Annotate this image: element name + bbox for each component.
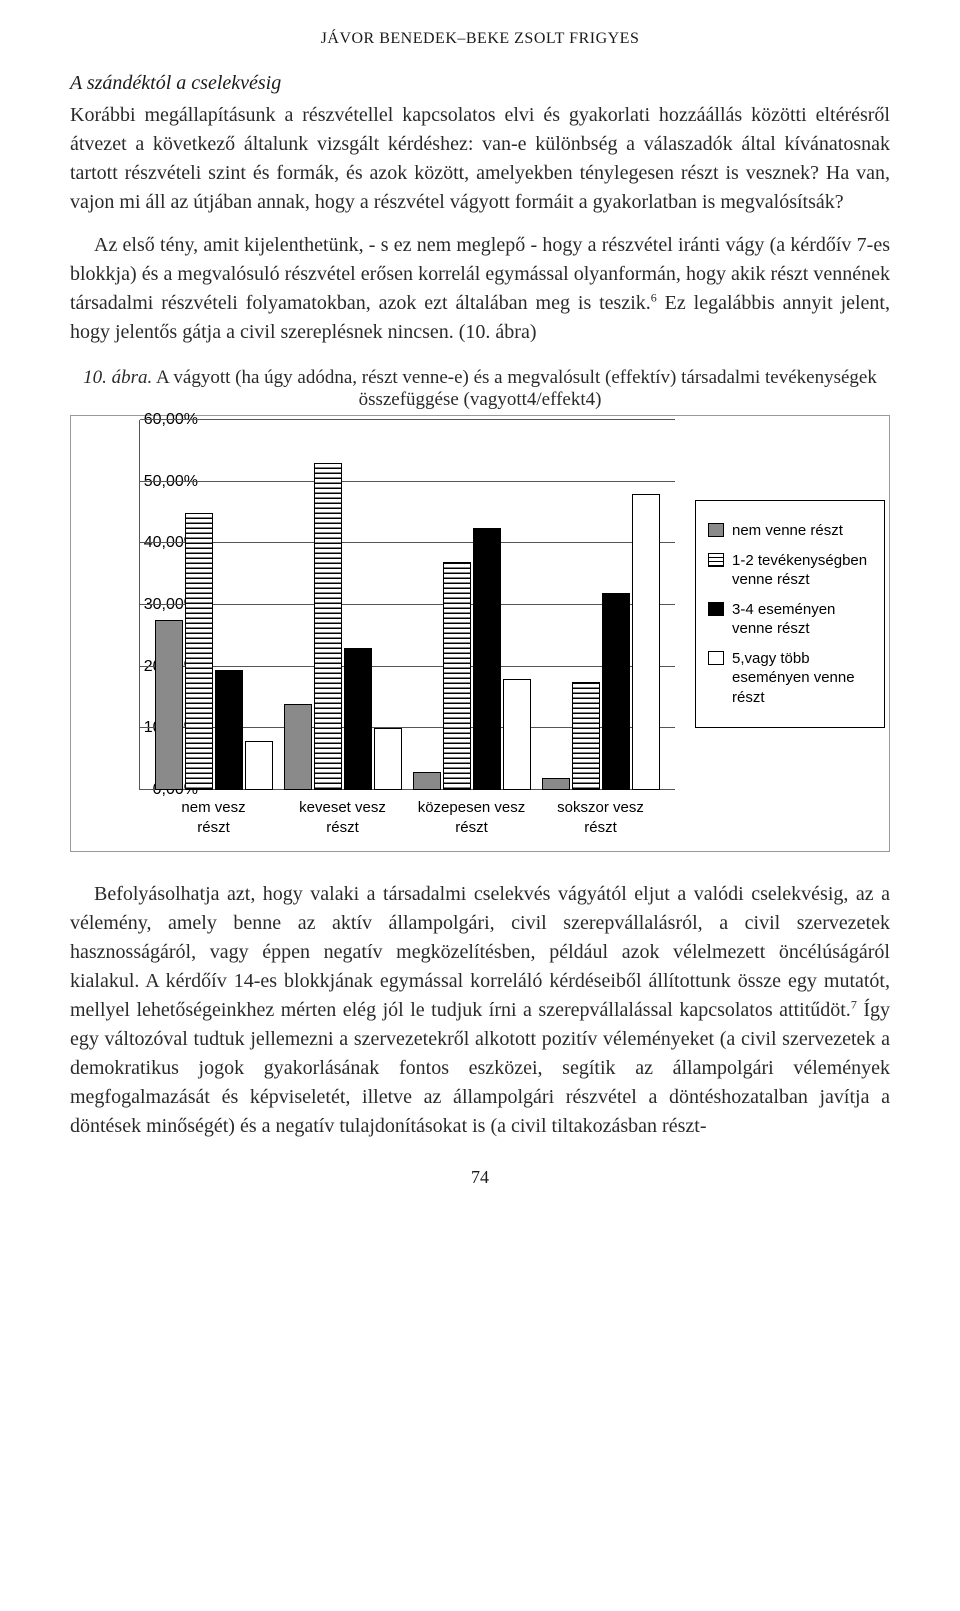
figure-caption-text: A vágyott (ha úgy adódna, részt venne-e)… bbox=[152, 367, 877, 410]
chart-bar bbox=[155, 620, 183, 790]
plot-area: 0,00%10,00%20,00%30,00%40,00%50,00%60,00… bbox=[139, 420, 675, 790]
legend-swatch bbox=[708, 553, 724, 567]
figure-caption: 10. ábra. A vágyott (ha úgy adódna, rész… bbox=[70, 367, 890, 411]
bar-group bbox=[412, 420, 532, 790]
chart-bar bbox=[503, 679, 531, 790]
bar-group bbox=[154, 420, 274, 790]
chart-bar bbox=[413, 772, 441, 791]
chart-bar bbox=[602, 593, 630, 790]
legend-swatch bbox=[708, 523, 724, 537]
paragraph-2: Az első tény, amit kijelenthetünk, - s e… bbox=[70, 231, 890, 347]
chart-bar bbox=[572, 682, 600, 790]
x-axis-label: sokszor veszrészt bbox=[536, 798, 665, 837]
running-header: JÁVOR BENEDEK–BEKE ZSOLT FRIGYES bbox=[70, 30, 890, 48]
chart-container: 0,00%10,00%20,00%30,00%40,00%50,00%60,00… bbox=[70, 415, 890, 852]
legend-label: 1-2 tevékenységben venne részt bbox=[732, 551, 872, 590]
section-heading: A szándéktól a cselekvésig bbox=[70, 72, 890, 95]
bar-group bbox=[541, 420, 661, 790]
chart-legend: nem venne részt 1-2 tevékenységben venne … bbox=[695, 500, 885, 728]
bar-groups bbox=[140, 420, 675, 790]
chart-bar bbox=[344, 648, 372, 790]
legend-item: 5,vagy több eseményen venne részt bbox=[708, 649, 872, 708]
legend-label: nem venne részt bbox=[732, 521, 843, 541]
page-number: 74 bbox=[70, 1167, 890, 1188]
chart-bar bbox=[245, 741, 273, 790]
chart-bar bbox=[632, 494, 660, 790]
x-axis-label: közepesen veszrészt bbox=[407, 798, 536, 837]
x-axis-label: keveset veszrészt bbox=[278, 798, 407, 837]
legend-item: 1-2 tevékenységben venne részt bbox=[708, 551, 872, 590]
chart-bar bbox=[374, 728, 402, 790]
chart-bar bbox=[443, 562, 471, 790]
paragraph-1: Korábbi megállapításunk a részvétellel k… bbox=[70, 101, 890, 217]
paragraph-3a-text: Befolyásolhatja azt, hogy valaki a társa… bbox=[70, 883, 890, 1021]
chart-bar bbox=[314, 463, 342, 790]
chart-plot: 0,00%10,00%20,00%30,00%40,00%50,00%60,00… bbox=[75, 420, 675, 837]
chart-bar bbox=[185, 513, 213, 791]
x-axis: nem veszrésztkeveset veszrésztközepesen … bbox=[139, 790, 675, 837]
legend-swatch bbox=[708, 602, 724, 616]
chart-bar bbox=[215, 670, 243, 790]
paragraph-3: Befolyásolhatja azt, hogy valaki a társa… bbox=[70, 880, 890, 1141]
chart-bar bbox=[542, 778, 570, 790]
x-axis-label: nem veszrészt bbox=[149, 798, 278, 837]
chart-bar bbox=[284, 704, 312, 790]
chart-bar bbox=[473, 528, 501, 790]
legend-label: 3-4 eseményen venne részt bbox=[732, 600, 872, 639]
legend-label: 5,vagy több eseményen venne részt bbox=[732, 649, 872, 708]
figure-label: 10. ábra. bbox=[83, 367, 152, 388]
legend-item: nem venne részt bbox=[708, 521, 872, 541]
bar-group bbox=[283, 420, 403, 790]
legend-item: 3-4 eseményen venne részt bbox=[708, 600, 872, 639]
legend-swatch bbox=[708, 651, 724, 665]
